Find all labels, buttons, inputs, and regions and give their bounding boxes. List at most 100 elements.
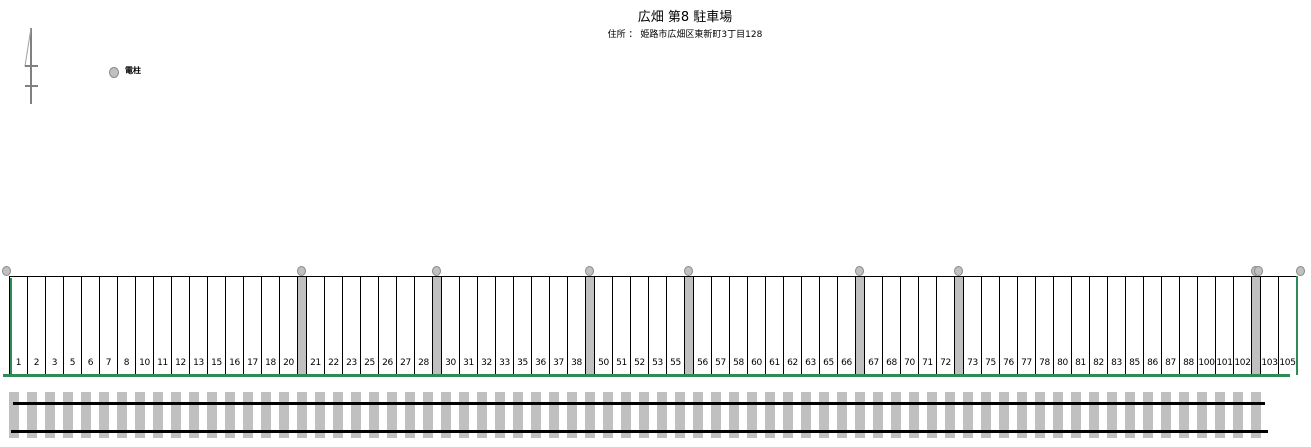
stall-number: 11 xyxy=(157,358,168,368)
parking-stall[interactable]: 10 xyxy=(135,277,153,376)
pole-separator xyxy=(585,277,594,376)
parking-stall[interactable]: 7 xyxy=(99,277,117,376)
parking-stall[interactable]: 5 xyxy=(63,277,81,376)
rail-tie xyxy=(423,392,433,438)
parking-stall[interactable]: 33 xyxy=(495,277,513,376)
parking-stall[interactable]: 16 xyxy=(225,277,243,376)
parking-stall[interactable]: 3 xyxy=(45,277,63,376)
utility-pole-icon xyxy=(683,266,693,276)
boundary-line-bottom xyxy=(3,374,1290,377)
parking-stall[interactable]: 25 xyxy=(360,277,378,376)
parking-stall[interactable]: 18 xyxy=(261,277,279,376)
parking-stall[interactable]: 80 xyxy=(1053,277,1071,376)
parking-stall[interactable]: 65 xyxy=(819,277,837,376)
rail-tie xyxy=(999,392,1009,438)
rail-tie xyxy=(333,392,343,438)
rail-tie xyxy=(1143,392,1153,438)
parking-stall[interactable]: 70 xyxy=(900,277,918,376)
stall-number: 58 xyxy=(733,358,744,368)
parking-stall[interactable]: 6 xyxy=(81,277,99,376)
parking-stall[interactable]: 12 xyxy=(171,277,189,376)
stall-number: 81 xyxy=(1075,358,1086,368)
parking-stall[interactable]: 82 xyxy=(1089,277,1107,376)
parking-stall[interactable]: 2 xyxy=(27,277,45,376)
parking-stall[interactable]: 87 xyxy=(1161,277,1179,376)
stall-number: 82 xyxy=(1093,358,1104,368)
parking-stall[interactable]: 26 xyxy=(378,277,396,376)
parking-stall[interactable]: 20 xyxy=(279,277,297,376)
rail-tie xyxy=(279,392,289,438)
parking-stall[interactable]: 77 xyxy=(1017,277,1035,376)
parking-stall[interactable]: 66 xyxy=(837,277,855,376)
parking-stall[interactable]: 68 xyxy=(882,277,900,376)
rail-tie xyxy=(459,392,469,438)
parking-stall[interactable]: 35 xyxy=(513,277,531,376)
parking-stall[interactable]: 53 xyxy=(648,277,666,376)
rail-tie xyxy=(531,392,541,438)
parking-stall[interactable]: 103 xyxy=(1260,277,1278,376)
stall-number: 75 xyxy=(985,358,996,368)
parking-stall[interactable]: 23 xyxy=(342,277,360,376)
parking-stall[interactable]: 61 xyxy=(765,277,783,376)
parking-stall[interactable]: 62 xyxy=(783,277,801,376)
stall-number: 7 xyxy=(105,358,112,368)
stall-number: 27 xyxy=(400,358,411,368)
parking-stall[interactable]: 102 xyxy=(1233,277,1251,376)
parking-stall[interactable]: 63 xyxy=(801,277,819,376)
parking-stall[interactable]: 88 xyxy=(1179,277,1197,376)
stall-number: 25 xyxy=(364,358,375,368)
parking-stall[interactable]: 1 xyxy=(9,277,27,376)
parking-stall[interactable]: 105 xyxy=(1278,277,1296,376)
parking-stall[interactable]: 30 xyxy=(441,277,459,376)
stall-number: 70 xyxy=(904,358,915,368)
parking-stall[interactable]: 13 xyxy=(189,277,207,376)
rail-tie xyxy=(351,392,361,438)
parking-stall[interactable]: 17 xyxy=(243,277,261,376)
stall-number: 38 xyxy=(571,358,582,368)
parking-stall[interactable]: 100 xyxy=(1197,277,1215,376)
parking-stall[interactable]: 58 xyxy=(729,277,747,376)
parking-stall[interactable]: 52 xyxy=(630,277,648,376)
parking-stall[interactable]: 27 xyxy=(396,277,414,376)
stall-number: 57 xyxy=(715,358,726,368)
parking-stall[interactable]: 38 xyxy=(567,277,585,376)
parking-row: 1 2 3 5 6 7 8 10 11 12 13 15 16 17 18 20 21 22 23 25 26 27 28 3… xyxy=(9,276,1297,376)
pole-separator xyxy=(954,277,963,376)
parking-stall[interactable]: 31 xyxy=(459,277,477,376)
parking-stall[interactable]: 101 xyxy=(1215,277,1233,376)
rail-tie xyxy=(603,392,613,438)
parking-stall[interactable]: 15 xyxy=(207,277,225,376)
stall-number: 55 xyxy=(670,358,681,368)
parking-stall[interactable]: 56 xyxy=(693,277,711,376)
stall-number: 32 xyxy=(481,358,492,368)
parking-stall[interactable]: 21 xyxy=(306,277,324,376)
parking-stall[interactable]: 36 xyxy=(531,277,549,376)
parking-stall[interactable]: 78 xyxy=(1035,277,1053,376)
parking-stall[interactable]: 22 xyxy=(324,277,342,376)
parking-stall[interactable]: 51 xyxy=(612,277,630,376)
parking-stall[interactable]: 83 xyxy=(1107,277,1125,376)
parking-stall[interactable]: 28 xyxy=(414,277,432,376)
parking-stall[interactable]: 85 xyxy=(1125,277,1143,376)
parking-stall[interactable]: 86 xyxy=(1143,277,1161,376)
parking-stall[interactable]: 67 xyxy=(864,277,882,376)
parking-stall[interactable]: 71 xyxy=(918,277,936,376)
parking-stall[interactable]: 8 xyxy=(117,277,135,376)
parking-stall[interactable]: 76 xyxy=(999,277,1017,376)
parking-stall[interactable]: 37 xyxy=(549,277,567,376)
parking-stall[interactable]: 60 xyxy=(747,277,765,376)
rail-tie xyxy=(981,392,991,438)
parking-stall[interactable]: 32 xyxy=(477,277,495,376)
parking-stall[interactable]: 50 xyxy=(594,277,612,376)
parking-stall[interactable]: 73 xyxy=(963,277,981,376)
parking-stall[interactable]: 75 xyxy=(981,277,999,376)
parking-stall[interactable]: 72 xyxy=(936,277,954,376)
parking-stall[interactable]: 81 xyxy=(1071,277,1089,376)
boundary-line-left xyxy=(10,278,12,375)
stall-number: 52 xyxy=(634,358,645,368)
parking-stall[interactable]: 57 xyxy=(711,277,729,376)
stall-number: 28 xyxy=(418,358,429,368)
parking-stall[interactable]: 55 xyxy=(666,277,684,376)
parking-stall[interactable]: 11 xyxy=(153,277,171,376)
stall-number: 66 xyxy=(841,358,852,368)
